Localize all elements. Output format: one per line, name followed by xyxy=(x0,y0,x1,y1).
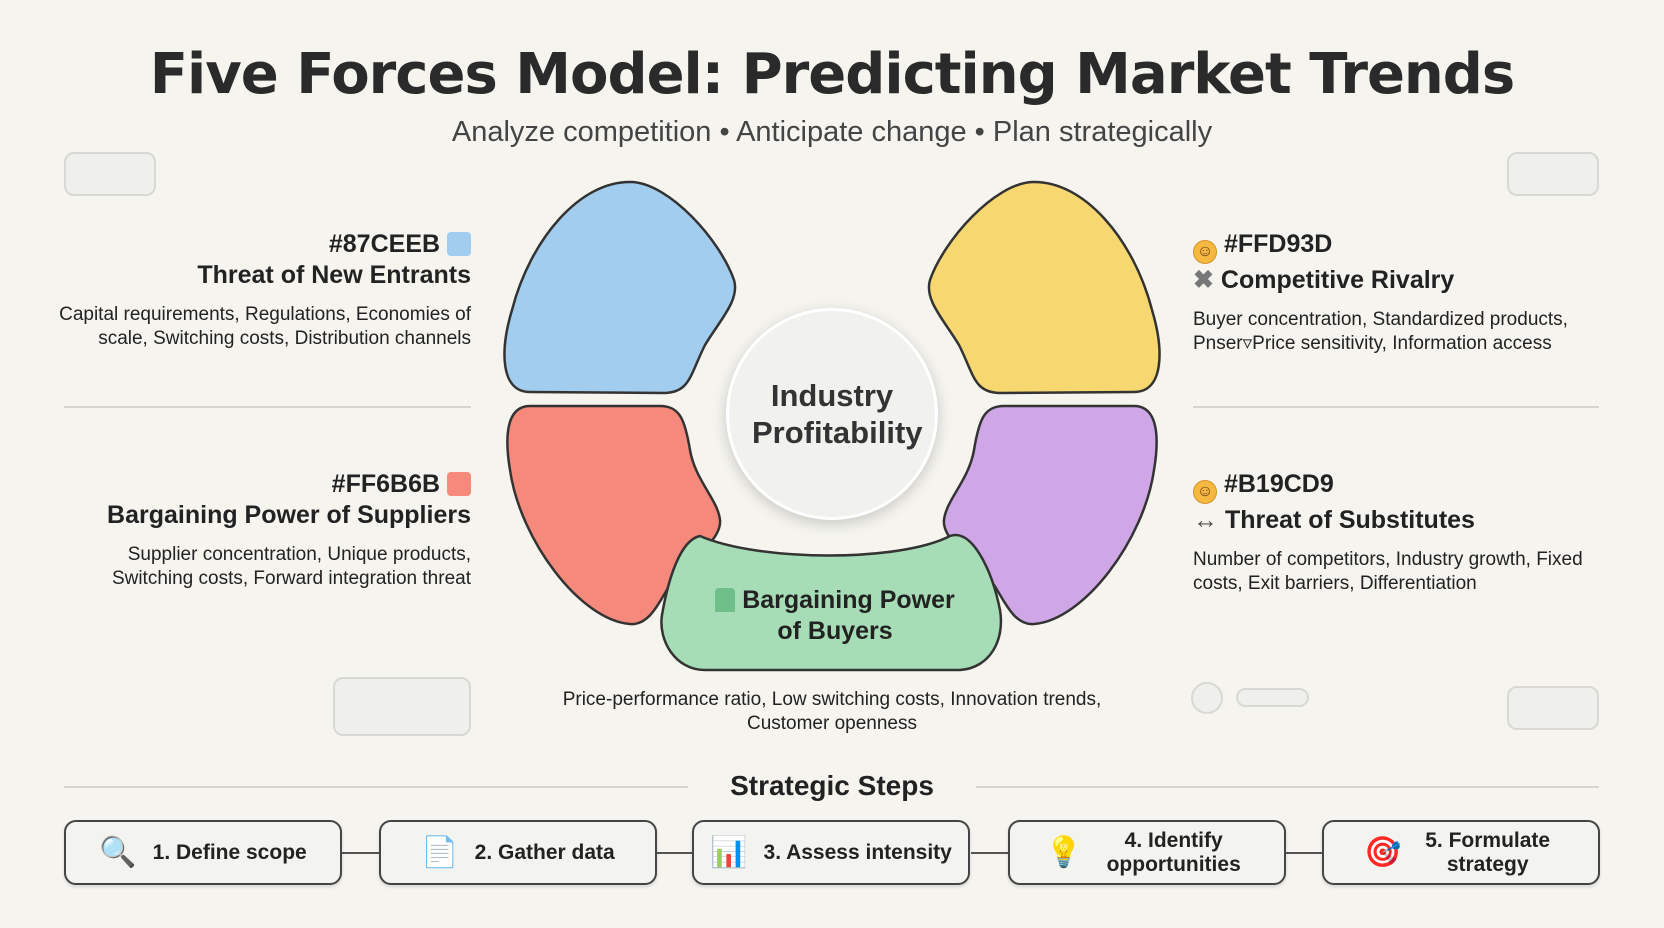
placeholder-box xyxy=(333,677,471,736)
blob-buyers xyxy=(660,533,1003,672)
step-connector xyxy=(655,852,692,854)
step-label: 3. Assess intensity xyxy=(763,840,952,864)
divider xyxy=(64,406,471,408)
red-chair-icon xyxy=(447,472,471,496)
placeholder-box xyxy=(1507,152,1599,196)
blob-suppliers xyxy=(506,404,722,626)
steps-title: Strategic Steps xyxy=(730,770,934,801)
divider xyxy=(976,786,1599,788)
cross-icon: ✖ xyxy=(1193,266,1214,294)
force-title: Bargaining Power of Suppliers xyxy=(107,501,471,529)
force-title: Competitive Rivalry xyxy=(1220,266,1455,294)
page-subtitle: Analyze competition • Anticipate change … xyxy=(451,116,1213,148)
pill-placeholder xyxy=(1236,688,1309,707)
smiley-icon: ☺ xyxy=(1193,480,1217,504)
step-assess-intensity[interactable]: 📊 3. Assess intensity xyxy=(692,820,970,885)
step-label: 4. Identify opportunities xyxy=(1106,828,1241,876)
force-description: Supplier concentration, Unique products,… xyxy=(111,544,471,589)
smiley-icon: ☺ xyxy=(1193,240,1217,264)
force-buyers-description: Price-performance ratio, Low switching c… xyxy=(562,689,1102,734)
step-identify-opportunities[interactable]: 💡 4. Identify opportunities xyxy=(1008,820,1286,885)
step-connector xyxy=(1285,852,1322,854)
force-color-hex: #FF6B6B xyxy=(331,470,441,498)
placeholder-box xyxy=(1507,686,1599,730)
force-title: Threat of Substitutes xyxy=(1224,506,1475,534)
step-connector xyxy=(971,852,1008,854)
page-title: Five Forces Model: Predicting Market Tre… xyxy=(149,42,1515,107)
force-rivalry: ☺ #FFD93D ✖ Competitive Rivalry Buyer co… xyxy=(1193,229,1613,356)
divider xyxy=(64,786,688,788)
step-connector xyxy=(342,852,379,854)
force-description: Buyer concentration, Standardized produc… xyxy=(1193,309,1568,354)
document-icon: 📄 xyxy=(421,835,459,869)
chair-icon xyxy=(447,232,471,256)
step-gather-data[interactable]: 📄 2. Gather data xyxy=(379,820,657,885)
step-label: 5. Formulate strategy xyxy=(1425,828,1551,876)
lightbulb-icon: 💡 xyxy=(1045,835,1083,869)
force-description: Number of competitors, Industry growth, … xyxy=(1193,549,1583,594)
step-formulate-strategy[interactable]: 🎯 5. Formulate strategy xyxy=(1322,820,1600,885)
force-substitutes: ☺ #B19CD9 ↔ Threat of Substitutes Number… xyxy=(1193,469,1613,596)
target-icon: 🎯 xyxy=(1364,835,1402,869)
center-label: Industry Profitability xyxy=(752,378,923,450)
placeholder-box xyxy=(64,152,156,196)
force-buyers-title: Bargaining Power of Buyers xyxy=(700,585,970,647)
blob-rivalry xyxy=(927,180,1161,395)
magnifier-icon: 🔍 xyxy=(99,835,137,869)
blob-substitutes xyxy=(942,404,1158,626)
force-color-hex: #B19CD9 xyxy=(1223,470,1334,498)
industry-profitability-circle: Industry Profitability xyxy=(726,308,938,520)
step-label: 2. Gather data xyxy=(474,840,615,864)
force-suppliers: #FF6B6B Bargaining Power of Suppliers Su… xyxy=(51,469,471,591)
force-color-hex: #87CEEB xyxy=(328,230,441,258)
step-define-scope[interactable]: 🔍 1. Define scope xyxy=(64,820,342,885)
green-chair-icon xyxy=(715,588,736,612)
blob-new-entrants xyxy=(503,180,737,395)
radio-placeholder[interactable] xyxy=(1191,682,1223,714)
swap-arrows-icon: ↔ xyxy=(1193,506,1218,534)
force-title: Threat of New Entrants xyxy=(197,261,471,289)
force-color-hex: #FFD93D xyxy=(1223,230,1333,258)
force-new-entrants: #87CEEB Threat of New Entrants Capital r… xyxy=(51,229,471,351)
force-title: Bargaining Power of Buyers xyxy=(742,586,955,645)
step-label: 1. Define scope xyxy=(152,840,307,864)
force-description: Capital requirements, Regulations, Econo… xyxy=(59,304,471,349)
bar-chart-icon: 📊 xyxy=(710,835,748,869)
divider xyxy=(1193,406,1599,408)
